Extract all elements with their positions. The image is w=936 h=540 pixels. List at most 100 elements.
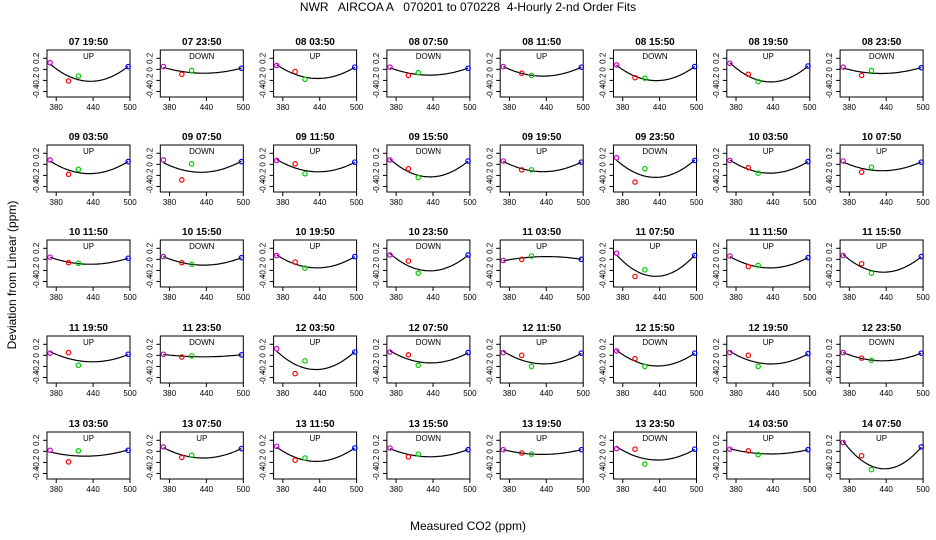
x-tick-label: 380 xyxy=(276,198,290,207)
panel: 10 03:50 UP 0.2 0-0.2-0.4 380 440 500 xyxy=(712,132,817,207)
y-tick-label: -0.4 xyxy=(259,84,268,98)
x-tick-label: 440 xyxy=(540,389,554,398)
x-tick-label: 380 xyxy=(616,103,630,112)
panel-direction-label: UP xyxy=(83,52,94,61)
data-point xyxy=(840,349,846,356)
panel-frame xyxy=(273,144,358,193)
y-tick-label: -0.4 xyxy=(372,274,381,288)
x-tick-label: 380 xyxy=(843,103,857,112)
fit-curve xyxy=(729,255,809,269)
fit-curve xyxy=(389,448,469,458)
data-point xyxy=(387,64,393,70)
panel: 10 15:50 DOWN 0.2 0-0.2-0.4 380 440 500 xyxy=(145,227,250,302)
y-tick-label: -0.2 xyxy=(372,455,381,469)
panel-direction-label: UP xyxy=(83,338,94,347)
panel-time-label: 13 11:50 xyxy=(296,419,335,430)
panel: 10 07:50 UP 0.2 0-0.2-0.4 380 440 500 xyxy=(825,132,930,207)
panel-direction-label: UP xyxy=(536,338,547,347)
y-tick-label: 0.2 xyxy=(32,52,41,64)
x-tick-label: 440 xyxy=(766,293,780,302)
panel-frame xyxy=(273,239,358,288)
data-point xyxy=(578,350,585,356)
y-tick-label: -0.2 xyxy=(32,263,41,277)
x-tick-label: 380 xyxy=(50,198,64,207)
y-tick-label: -0.2 xyxy=(32,168,41,182)
x-tick-label: 440 xyxy=(880,293,894,302)
panel-direction-label: DOWN xyxy=(416,338,442,347)
y-tick-label: -0.4 xyxy=(145,274,154,288)
fit-curve xyxy=(842,254,922,273)
panel: 09 11:50 UP 0.2 0-0.2-0.4 380 440 500 xyxy=(259,132,364,207)
x-tick-label: 440 xyxy=(313,485,327,494)
data-point xyxy=(727,253,733,259)
x-tick-label: 440 xyxy=(540,293,554,302)
data-point xyxy=(528,363,535,370)
x-tick-label: 380 xyxy=(729,103,743,112)
panel-direction-label: UP xyxy=(763,52,774,61)
y-tick-label: -0.2 xyxy=(599,455,608,469)
panel-time-label: 08 19:50 xyxy=(749,37,789,48)
data-point xyxy=(160,351,167,358)
panel: 12 19:50 UP 0.2 0-0.2-0.4 380 440 500 xyxy=(712,323,817,398)
y-tick-label: 0 xyxy=(145,257,154,262)
panel: 08 19:50 UP 0.2 0-0.2-0.4 380 440 500 xyxy=(712,37,817,112)
x-tick-label: 500 xyxy=(463,103,477,112)
x-tick-label: 380 xyxy=(163,293,177,302)
x-tick-label: 500 xyxy=(123,485,137,494)
y-tick-label: 0.2 xyxy=(145,242,154,254)
y-tick-label: -0.2 xyxy=(485,359,494,373)
x-tick-label: 380 xyxy=(503,103,517,112)
x-tick-label: 440 xyxy=(880,103,894,112)
x-tick-label: 500 xyxy=(577,485,591,494)
panel-direction-label: UP xyxy=(196,434,207,443)
panel: 09 03:50 UP 0.2 0-0.2-0.4 380 440 500 xyxy=(32,132,137,207)
data-point xyxy=(238,158,245,165)
panel-direction-label: UP xyxy=(310,338,321,347)
data-point xyxy=(125,351,131,358)
y-tick-label: 0.2 xyxy=(712,338,721,350)
data-point xyxy=(868,67,875,74)
panel: 09 07:50 DOWN 0.2 0-0.2-0.4 380 440 500 xyxy=(145,132,250,207)
data-point xyxy=(75,260,82,267)
x-tick-label: 500 xyxy=(916,293,930,302)
y-tick-label: 0.2 xyxy=(372,147,381,159)
x-tick-label: 440 xyxy=(200,485,214,494)
y-tick-label: 0.2 xyxy=(825,434,834,446)
panel: 09 19:50 UP 0.2 0-0.2-0.4 380 440 500 xyxy=(485,132,590,207)
x-tick-label: 380 xyxy=(389,293,403,302)
data-point xyxy=(415,451,422,457)
y-tick-label: -0.2 xyxy=(259,455,268,469)
y-tick-label: 0.2 xyxy=(145,147,154,159)
panel-time-label: 11 15:50 xyxy=(862,227,901,238)
fit-curve xyxy=(276,254,356,269)
data-point xyxy=(500,63,507,70)
x-tick-label: 380 xyxy=(503,389,517,398)
y-tick-label: -0.4 xyxy=(712,466,721,480)
data-point xyxy=(578,256,585,263)
data-point xyxy=(840,64,846,70)
x-tick-label: 380 xyxy=(503,485,517,494)
data-point xyxy=(405,454,412,460)
y-tick-label: 0 xyxy=(599,449,608,454)
data-point xyxy=(642,461,648,467)
fit-curve xyxy=(163,353,242,358)
x-tick-label: 380 xyxy=(729,293,743,302)
panel-frame xyxy=(839,144,924,193)
x-tick-label: 440 xyxy=(766,389,780,398)
y-tick-label: 0 xyxy=(372,67,381,72)
panel: 10 11:50 UP 0.2 0-0.2-0.4 380 440 500 xyxy=(32,227,137,302)
panel-direction-label: UP xyxy=(763,434,774,443)
x-tick-label: 440 xyxy=(653,103,667,112)
panel-frame xyxy=(726,49,811,98)
y-tick-label: 0.2 xyxy=(32,147,41,159)
data-point xyxy=(868,270,875,276)
panel-direction-label: UP xyxy=(649,242,660,251)
panel: 09 15:50 DOWN 0.2 0-0.2-0.4 380 440 500 xyxy=(372,132,477,207)
panel-time-label: 10 19:50 xyxy=(295,227,335,238)
x-tick-label: 500 xyxy=(123,198,137,207)
data-point xyxy=(302,76,308,83)
y-tick-label: 0 xyxy=(145,353,154,358)
data-point xyxy=(918,159,925,165)
data-point xyxy=(415,270,422,276)
y-tick-label: -0.2 xyxy=(372,263,381,277)
